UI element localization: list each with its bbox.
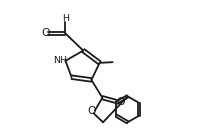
Text: H: H bbox=[62, 14, 69, 23]
Text: NH: NH bbox=[53, 56, 67, 65]
Text: O: O bbox=[87, 106, 96, 116]
Text: O: O bbox=[41, 28, 50, 38]
Text: O: O bbox=[116, 96, 125, 107]
